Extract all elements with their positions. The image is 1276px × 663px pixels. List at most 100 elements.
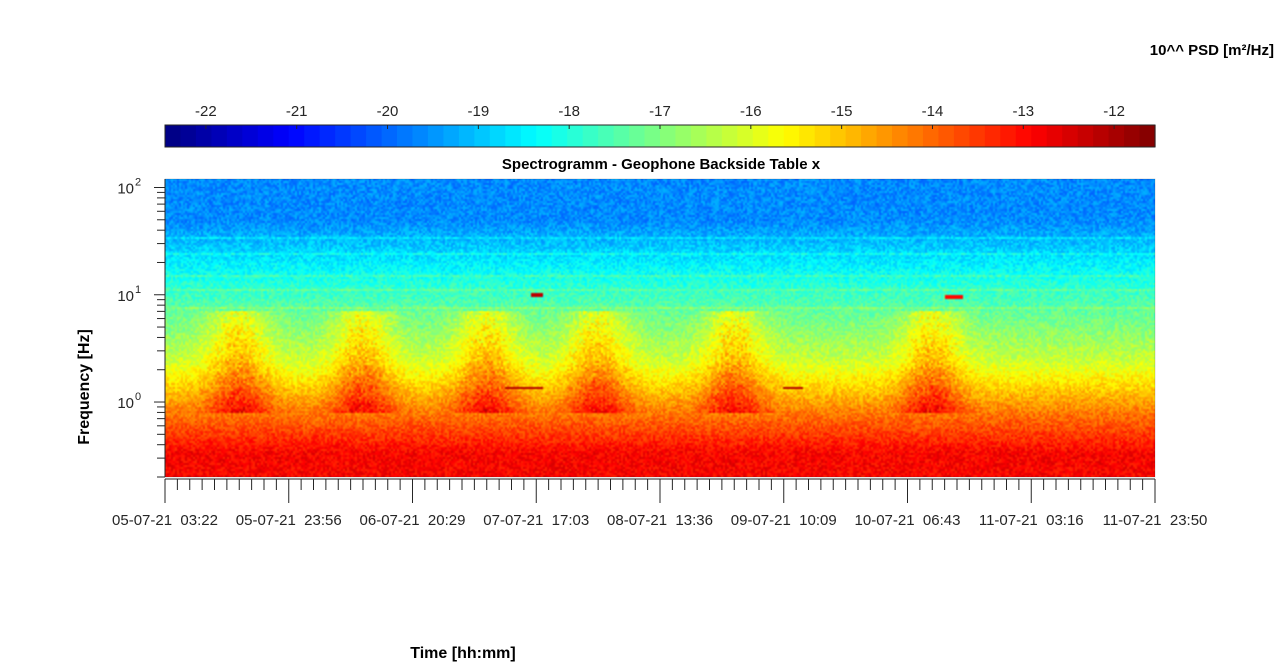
colorbar-segment [629, 125, 646, 147]
colorbar-segment [1139, 125, 1156, 147]
colorbar-segment [165, 125, 182, 147]
colorbar-segment [892, 125, 909, 147]
colorbar-segment [799, 125, 816, 147]
colorbar-segment [768, 125, 785, 147]
y-tick-exponent: 0 [135, 391, 141, 403]
colorbar-segment [412, 125, 429, 147]
x-tick-label: 09-07-21 10:09 [731, 512, 837, 529]
colorbar-segment [335, 125, 352, 147]
spectrogram-heatmap [165, 179, 1155, 477]
colorbar-segment [567, 125, 584, 147]
colorbar-segment [1000, 125, 1017, 147]
colorbar-tick-label: -15 [831, 103, 853, 120]
x-axis-label: Time [hh:mm] [410, 645, 515, 662]
y-tick-exponent: 1 [135, 284, 141, 296]
colorbar-tick-label: -13 [1012, 103, 1034, 120]
x-tick-label: 08-07-21 13:36 [607, 512, 713, 529]
colorbar-segment [211, 125, 228, 147]
colorbar-segment [922, 125, 940, 147]
colorbar [164, 124, 1156, 148]
colorbar-segment [505, 125, 522, 147]
colorbar-segment [536, 125, 553, 147]
colorbar-segment [489, 125, 506, 147]
colorbar-segment [1031, 125, 1048, 147]
colorbar-segment [226, 125, 243, 147]
colorbar-segment [814, 125, 831, 147]
colorbar-segment [1077, 125, 1094, 147]
colorbar-segment [721, 125, 738, 147]
colorbar-segment [195, 125, 213, 147]
colorbar-segment [953, 125, 970, 147]
y-tick-label: 10 [117, 180, 134, 197]
x-tick-label: 07-07-21 17:03 [483, 512, 589, 529]
colorbar-tick-label: -19 [468, 103, 490, 120]
colorbar-segment [180, 125, 197, 147]
colorbar-segment [582, 125, 599, 147]
colorbar-segment [474, 125, 491, 147]
colorbar-segment [1108, 125, 1125, 147]
colorbar-segment [304, 125, 321, 147]
colorbar-segment [783, 125, 800, 147]
colorbar-segment [1015, 125, 1032, 147]
colorbar-segment [350, 125, 367, 147]
colorbar-segment [273, 125, 290, 147]
colorbar-segment [598, 125, 615, 147]
x-tick-label: 05-07-21 03:22 [112, 512, 218, 529]
colorbar-segment [969, 125, 986, 147]
colorbar-segment [1124, 125, 1141, 147]
x-tick-label: 06-07-21 20:29 [360, 512, 466, 529]
colorbar-segment [644, 125, 661, 147]
colorbar-segment [427, 125, 445, 147]
colorbar-segment [242, 125, 259, 147]
colorbar-segment [381, 125, 398, 147]
colorbar-tick-label: -18 [558, 103, 580, 120]
colorbar-tick-label: -17 [649, 103, 671, 120]
colorbar-segment [443, 125, 460, 147]
x-tick-label: 05-07-21 23:56 [236, 512, 342, 529]
colorbar-segment [366, 125, 383, 147]
y-tick-label: 10 [117, 288, 134, 305]
colorbar-segment [458, 125, 475, 147]
colorbar-tick-label: -20 [377, 103, 399, 120]
colorbar-segment [907, 125, 924, 147]
x-tick-label: 10-07-21 06:43 [855, 512, 961, 529]
colorbar-segment [876, 125, 893, 147]
x-tick-label: 11-07-21 03:16 [979, 512, 1084, 529]
colorbar-tick-label: -21 [286, 103, 308, 120]
colorbar-segment [613, 125, 630, 147]
colorbar-segment [675, 125, 692, 147]
colorbar-segment [319, 125, 336, 147]
colorbar-tick-label: -14 [922, 103, 944, 120]
colorbar-ticks: -22 -21 -20 -19 -18 -17 -16 -15 -14 -13 -12 [195, 103, 1125, 129]
colorbar-segment [520, 125, 537, 147]
colorbar-segment [861, 125, 878, 147]
colorbar-segment [551, 125, 568, 147]
x-axis: 05-07-21 03:22 05-07-21 23:56 06-07-21 20:… [112, 478, 1208, 529]
colorbar-segment [984, 125, 1001, 147]
x-tick-label: 11-07-21 23:50 [1103, 512, 1208, 529]
colorbar-segment [1093, 125, 1110, 147]
colorbar-segment [938, 125, 955, 147]
colorbar-segment [660, 125, 677, 147]
colorbar-segment [706, 125, 723, 147]
colorbar-tick-label: -12 [1103, 103, 1125, 120]
colorbar-segment [690, 125, 708, 147]
colorbar-segment [737, 125, 754, 147]
colorbar-label: 10^^ PSD [m²/Hz] [1150, 42, 1274, 59]
colorbar-segment [752, 125, 769, 147]
y-tick-label: 10 [117, 395, 134, 412]
colorbar-segment [830, 125, 847, 147]
colorbar-tick-label: -22 [195, 103, 217, 120]
chart-title: Spectrogramm - Geophone Backside Table x [502, 156, 821, 173]
colorbar-segment [257, 125, 274, 147]
colorbar-segment [397, 125, 414, 147]
colorbar-segment [1046, 125, 1063, 147]
y-tick-exponent: 2 [135, 176, 141, 188]
colorbar-segment [845, 125, 862, 147]
y-axis-label: Frequency [Hz] [76, 329, 93, 445]
colorbar-segment [288, 125, 305, 147]
colorbar-tick-label: -16 [740, 103, 762, 120]
colorbar-segment [1062, 125, 1079, 147]
